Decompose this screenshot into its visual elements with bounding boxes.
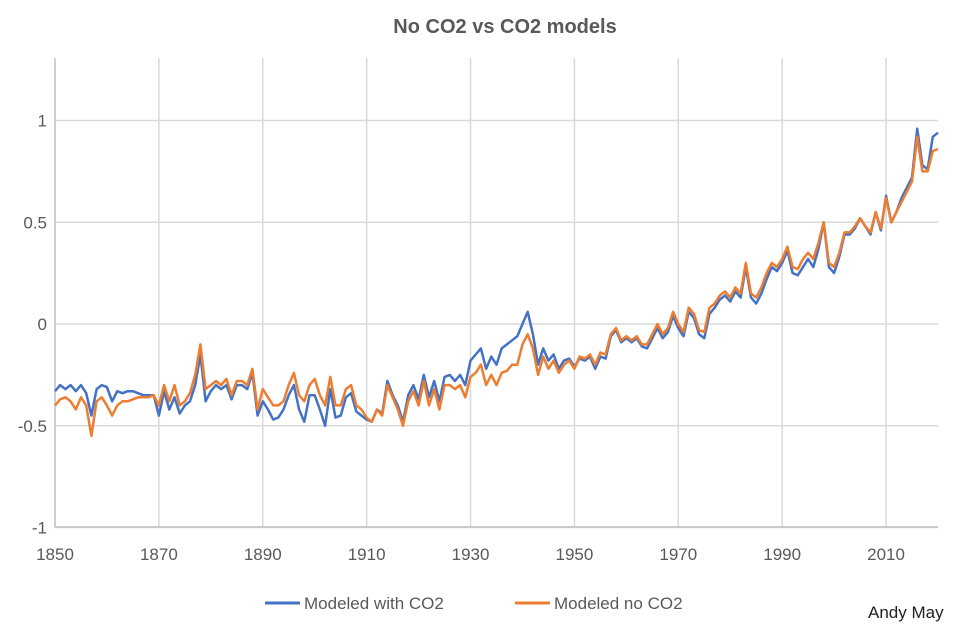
x-tick-label: 1950 (555, 545, 593, 564)
legend: Modeled with CO2 Modeled no CO2 (265, 594, 683, 613)
x-tick-label: 1850 (36, 545, 74, 564)
y-tick-label: 1 (38, 112, 47, 131)
series-line-no-co2 (54, 135, 939, 438)
chart-title: No CO2 vs CO2 models (393, 16, 616, 38)
x-tick-label: 1910 (348, 545, 386, 564)
legend-label-no-co2: Modeled no CO2 (554, 594, 683, 613)
x-tick-label: 1890 (244, 545, 282, 564)
y-tick-label: 0 (38, 315, 47, 334)
series-line-with-co2 (54, 127, 939, 428)
y-tick-label: 0.5 (23, 213, 47, 232)
author-credit: Andy May (868, 603, 944, 622)
y-tick-label: -0.5 (18, 417, 47, 436)
y-tick-label: -1 (32, 519, 47, 538)
x-tick-label: 1990 (763, 545, 801, 564)
x-tick-label: 1970 (659, 545, 697, 564)
x-tick-label: 1930 (452, 545, 490, 564)
legend-label-with-co2: Modeled with CO2 (304, 594, 444, 613)
x-tick-label: 2010 (867, 545, 905, 564)
x-tick-label: 1870 (140, 545, 178, 564)
